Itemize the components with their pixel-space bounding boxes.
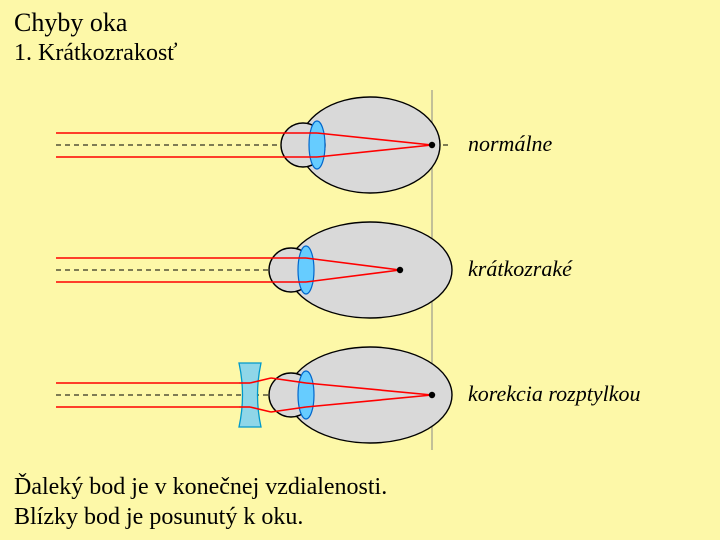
- optics-diagram: [0, 0, 720, 540]
